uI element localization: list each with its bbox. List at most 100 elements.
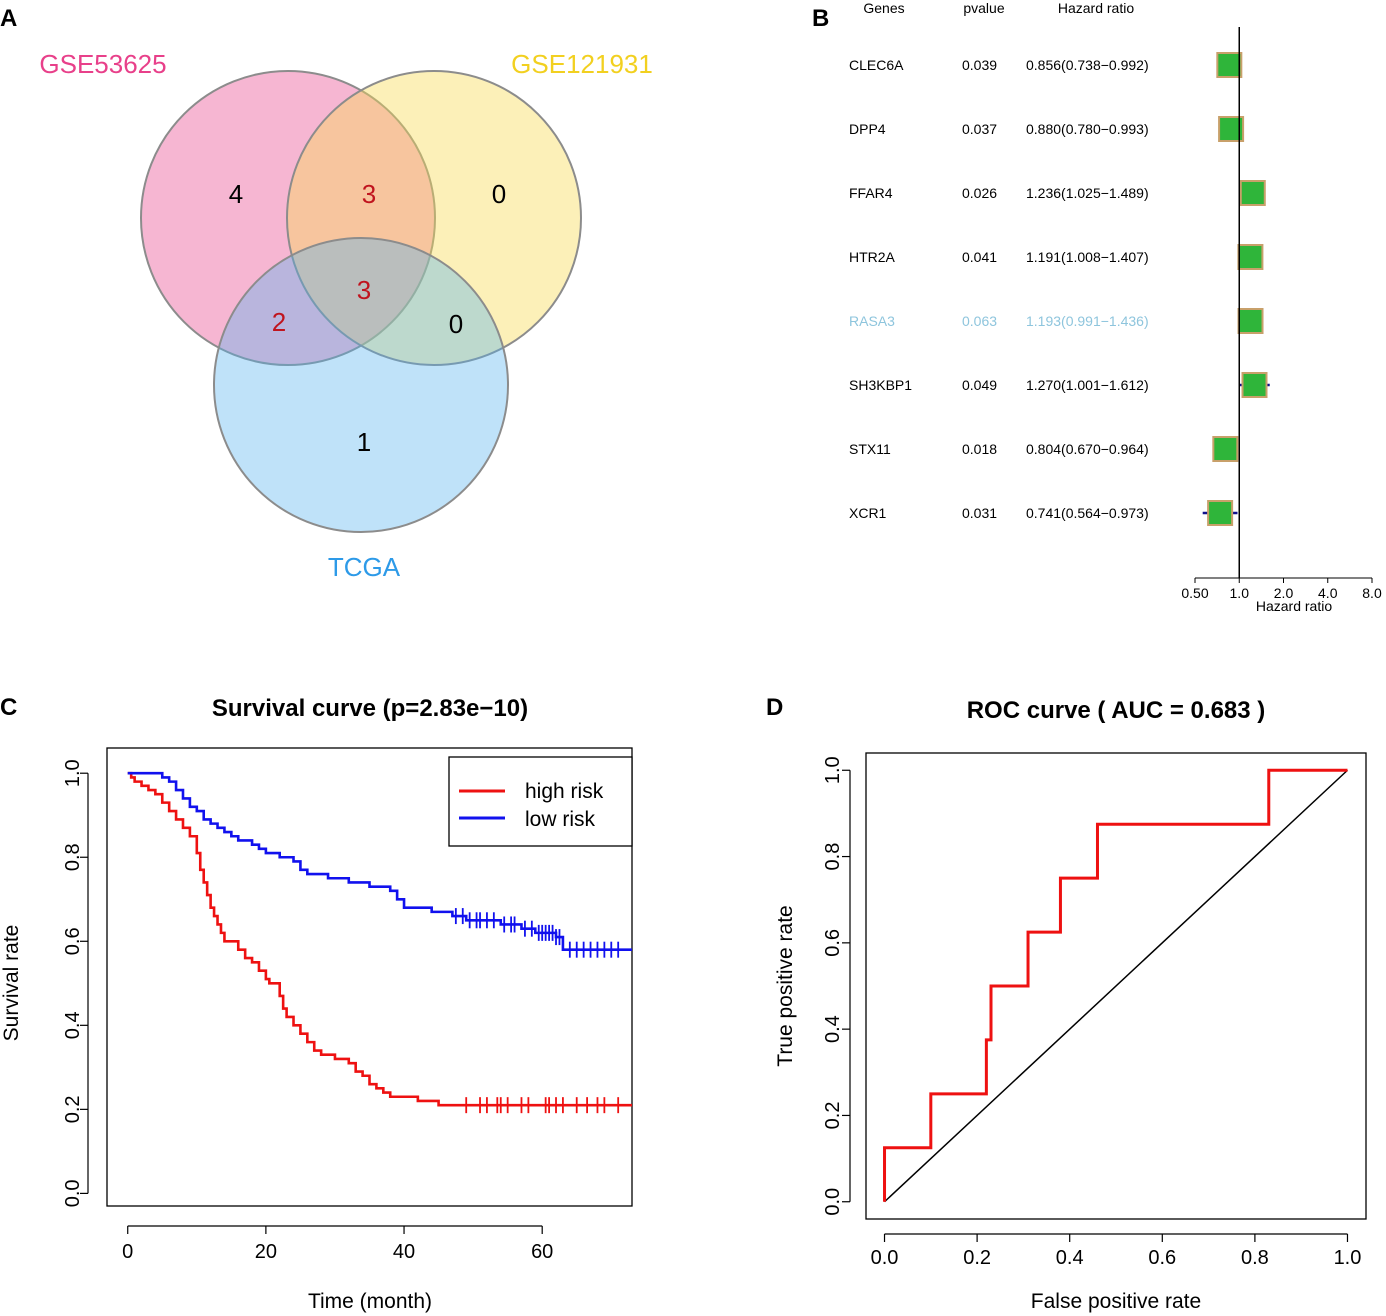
forest-gene-label: STX11 xyxy=(849,441,891,457)
forest-hr-label: 0.856(0.738−0.992) xyxy=(1026,57,1149,73)
survival-y-tick-label: 0.4 xyxy=(62,1011,84,1039)
panel-label-b: B xyxy=(812,5,829,32)
venn-count-gse53625-only: 4 xyxy=(229,179,243,209)
forest-pvalue-label: 0.041 xyxy=(962,249,997,265)
forest-pvalue-label: 0.018 xyxy=(962,441,997,457)
forest-header-pvalue: pvalue xyxy=(963,0,1004,16)
forest-hr-box xyxy=(1207,500,1234,526)
forest-gene-label: RASA3 xyxy=(849,313,895,329)
survival-line-high-risk xyxy=(127,771,632,1107)
forest-row: STX11 0.018 0.804(0.670−0.964) xyxy=(849,436,1239,462)
forest-pvalue-label: 0.039 xyxy=(962,57,997,73)
panel-label-c: C xyxy=(0,694,17,721)
forest-x-tick-label: 0.50 xyxy=(1181,585,1208,601)
forest-x-tick-label: 8.0 xyxy=(1362,585,1382,601)
forest-pvalue-label: 0.049 xyxy=(962,377,997,393)
venn-count-gse121931-tcga: 0 xyxy=(449,309,463,339)
roc-x-tick-label: 1.0 xyxy=(1334,1247,1362,1269)
venn-count-gse53625-gse121931: 3 xyxy=(362,179,376,209)
venn-circle-gse121931 xyxy=(286,70,582,366)
panel-c: C Survival curve (p=2.83e−10) 0 20 40 60 0.0… xyxy=(0,694,633,1313)
survival-y-tick-label: 0.0 xyxy=(62,1179,84,1207)
forest-hr-label: 1.191(1.008−1.407) xyxy=(1026,249,1149,265)
roc-y-tick-label: 1.0 xyxy=(822,756,844,784)
panel-d: D ROC curve ( AUC = 0.683 ) 0.0 0.2 0.4 0.6… xyxy=(766,694,1367,1313)
survival-y-tick-label: 0.2 xyxy=(62,1095,84,1123)
roc-title: ROC curve ( AUC = 0.683 ) xyxy=(967,697,1266,724)
survival-y-label: Survival rate xyxy=(0,925,23,1042)
roc-y-tick-label: 0.6 xyxy=(822,929,844,957)
survival-x-tick-label: 20 xyxy=(255,1241,277,1263)
forest-x-tick-label: 4.0 xyxy=(1318,585,1338,601)
venn-label-tcga: TCGA xyxy=(328,552,401,582)
forest-pvalue-label: 0.037 xyxy=(962,121,997,137)
survival-x-tick-label: 40 xyxy=(393,1241,415,1263)
forest-row: SH3KBP1 0.049 1.270(1.001−1.612) xyxy=(849,372,1270,398)
forest-hr-label: 1.236(1.025−1.489) xyxy=(1026,185,1149,201)
forest-hr-label: 1.270(1.001−1.612) xyxy=(1026,377,1149,393)
survival-y-tick-label: 0.6 xyxy=(62,927,84,955)
forest-row: DPP4 0.037 0.880(0.780−0.993) xyxy=(849,116,1245,142)
legend-label-high-risk: high risk xyxy=(525,780,604,803)
forest-gene-label: XCR1 xyxy=(849,505,887,521)
survival-title: Survival curve (p=2.83e−10) xyxy=(212,695,528,722)
roc-diagonal xyxy=(884,769,1348,1203)
forest-hr-box xyxy=(1241,372,1268,398)
roc-curve xyxy=(883,768,1348,1202)
roc-y-tick-label: 0.0 xyxy=(822,1188,844,1216)
legend-box xyxy=(448,756,633,847)
forest-hr-box xyxy=(1239,180,1266,206)
forest-row: XCR1 0.031 0.741(0.564−0.973) xyxy=(849,500,1238,526)
survival-legend: high risk low risk xyxy=(448,756,633,847)
survival-y-tick-label: 0.8 xyxy=(62,843,84,871)
forest-gene-label: FFAR4 xyxy=(849,185,893,201)
forest-gene-label: CLEC6A xyxy=(849,57,904,73)
forest-hr-box xyxy=(1237,244,1264,270)
survival-plot: 0 20 40 60 0.0 0.2 0.4 0.6 0.8 1.0 xyxy=(62,759,632,1263)
venn-count-gse121931-only: 0 xyxy=(492,179,506,209)
roc-x-tick-label: 0.4 xyxy=(1056,1247,1084,1269)
roc-y-label: True positive rate xyxy=(774,905,797,1066)
panel-b: B Genes pvalue Hazard ratio CLEC6A 0.039 0… xyxy=(812,0,1382,614)
venn-count-tcga-only: 1 xyxy=(357,427,371,457)
forest-row: RASA3 0.063 1.193(0.991−1.436) xyxy=(849,308,1264,334)
venn-label-gse53625: GSE53625 xyxy=(39,49,166,79)
survival-x-tick-label: 0 xyxy=(122,1241,133,1263)
forest-hr-label: 0.741(0.564−0.973) xyxy=(1026,505,1149,521)
legend-label-low-risk: low risk xyxy=(525,808,596,831)
forest-pvalue-label: 0.026 xyxy=(962,185,997,201)
roc-y-tick-label: 0.2 xyxy=(822,1102,844,1130)
forest-gene-label: SH3KBP1 xyxy=(849,377,912,393)
forest-pvalue-label: 0.031 xyxy=(962,505,997,521)
roc-x-label: False positive rate xyxy=(1031,1290,1201,1313)
survival-x-tick-label: 60 xyxy=(531,1241,553,1263)
forest-axis: 0.50 1.0 2.0 4.0 8.0 Hazard ratio xyxy=(1181,27,1382,614)
venn-label-gse121931: GSE121931 xyxy=(511,49,653,79)
forest-x-tick-label: 1.0 xyxy=(1230,585,1250,601)
venn-count-gse53625-tcga: 2 xyxy=(272,307,286,337)
forest-gene-label: HTR2A xyxy=(849,249,896,265)
survival-x-label: Time (month) xyxy=(308,1290,432,1313)
survival-y-tick-label: 1.0 xyxy=(62,759,84,787)
venn-count-all-three: 3 xyxy=(357,275,371,305)
forest-hr-label: 0.880(0.780−0.993) xyxy=(1026,121,1149,137)
forest-header-genes: Genes xyxy=(863,0,904,16)
roc-y-tick-label: 0.4 xyxy=(822,1015,844,1043)
forest-x-axis-title: Hazard ratio xyxy=(1256,598,1332,614)
survival-line-low-risk xyxy=(127,771,632,951)
roc-x-tick-label: 0.6 xyxy=(1148,1247,1176,1269)
venn-circle-tcga xyxy=(213,237,509,533)
roc-x-tick-label: 0.8 xyxy=(1241,1247,1269,1269)
forest-rows: CLEC6A 0.039 0.856(0.738−0.992) DPP4 0.037 0.… xyxy=(849,52,1270,526)
forest-hr-box xyxy=(1237,308,1264,334)
forest-row: HTR2A 0.041 1.191(1.008−1.407) xyxy=(849,244,1264,270)
forest-row: CLEC6A 0.039 0.856(0.738−0.992) xyxy=(849,52,1243,78)
roc-x-tick-label: 0.0 xyxy=(871,1247,899,1269)
forest-hr-label: 0.804(0.670−0.964) xyxy=(1026,441,1149,457)
panel-label-a: A xyxy=(0,5,17,32)
roc-y-tick-label: 0.8 xyxy=(822,843,844,871)
panel-a: A GSE53625 GSE121931 TCGA 4 3 0 3 2 0 1 xyxy=(0,5,653,582)
forest-row: FFAR4 0.026 1.236(1.025−1.489) xyxy=(849,180,1266,206)
panel-label-d: D xyxy=(766,694,783,721)
